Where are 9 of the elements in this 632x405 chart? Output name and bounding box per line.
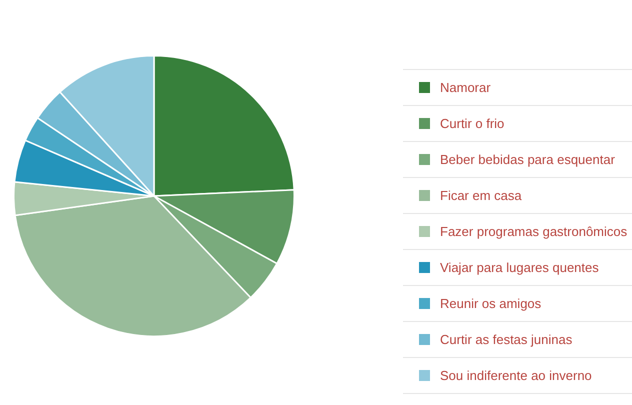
legend-label: Reunir os amigos <box>440 296 542 311</box>
legend-label: Curtir o frio <box>440 116 504 131</box>
legend-label: Beber bebidas para esquentar <box>440 152 615 167</box>
legend-label: Namorar <box>440 80 491 95</box>
legend-label: Curtir as festas juninas <box>440 332 572 347</box>
legend-label: Viajar para lugares quentes <box>440 260 599 275</box>
legend-label: Sou indiferente ao inverno <box>440 368 592 383</box>
legend-label: Ficar em casa <box>440 188 522 203</box>
legend-label: Fazer programas gastronômicos <box>440 224 628 239</box>
